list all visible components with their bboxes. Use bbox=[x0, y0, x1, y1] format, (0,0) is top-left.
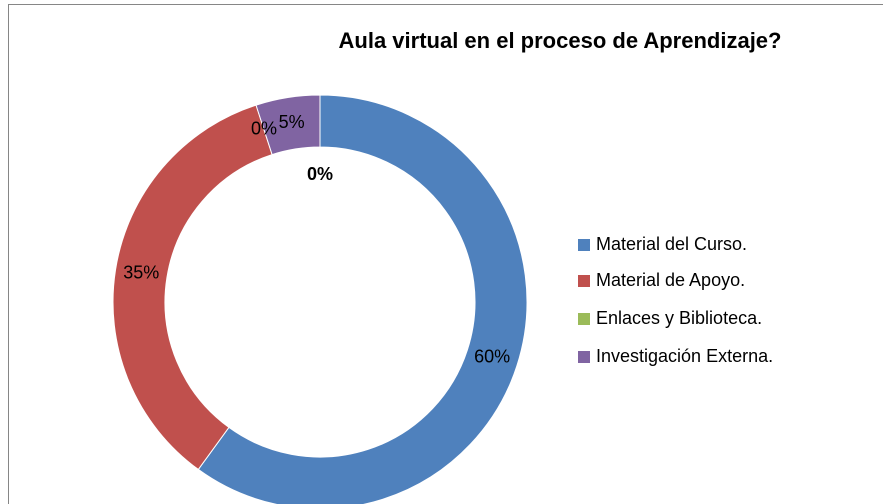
data-label: 0% bbox=[251, 119, 277, 139]
legend-swatch bbox=[578, 351, 590, 363]
legend-swatch bbox=[578, 275, 590, 287]
legend-label: Material de Apoyo. bbox=[596, 270, 745, 290]
legend-label: Investigación Externa. bbox=[596, 346, 773, 366]
legend-label: Material del Curso. bbox=[596, 234, 747, 254]
data-label: 5% bbox=[279, 112, 305, 132]
data-label: 60% bbox=[474, 347, 510, 367]
legend-swatch bbox=[578, 313, 590, 325]
donut-slice bbox=[197, 94, 528, 504]
center-label: 0% bbox=[307, 164, 333, 184]
donut-slice bbox=[255, 94, 321, 156]
chart-title: Aula virtual en el proceso de Aprendizaj… bbox=[339, 28, 782, 53]
legend-label: Enlaces y Biblioteca. bbox=[596, 308, 762, 328]
data-label: 35% bbox=[123, 262, 159, 282]
donut-slice bbox=[112, 104, 273, 471]
legend-swatch bbox=[578, 239, 590, 251]
